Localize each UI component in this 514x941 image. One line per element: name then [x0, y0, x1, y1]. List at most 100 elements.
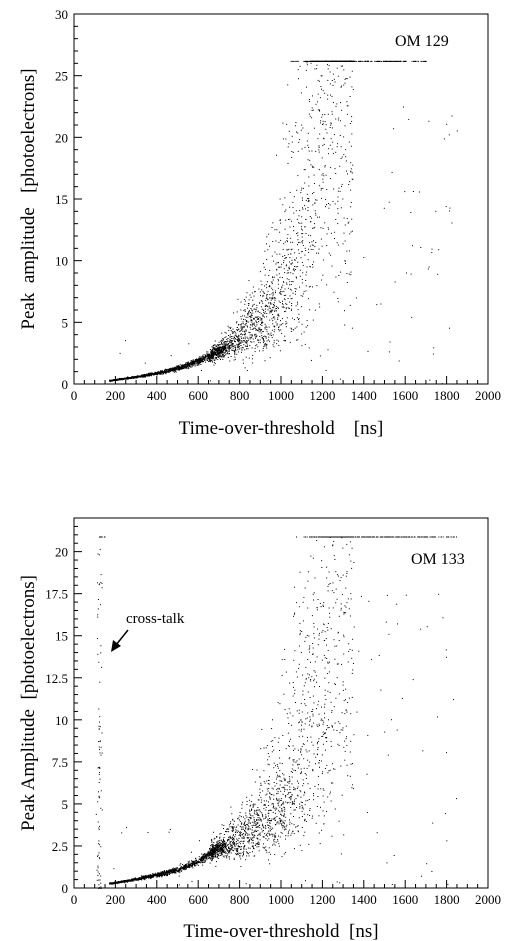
scatter-point — [230, 329, 232, 331]
scatter-point — [180, 866, 182, 868]
scatter-point — [228, 345, 230, 347]
scatter-point — [255, 320, 257, 322]
scatter-point — [314, 183, 315, 184]
scatter-point — [273, 325, 275, 327]
scatter-point — [350, 202, 352, 203]
scatter-point — [345, 60, 346, 62]
scatter-point — [352, 164, 354, 166]
scatter-point — [239, 324, 241, 326]
scatter-point — [321, 157, 323, 159]
scatter-point — [132, 376, 134, 378]
scatter-point — [294, 293, 296, 295]
scatter-point — [238, 336, 240, 338]
scatter-point — [337, 208, 339, 210]
scatter-point — [343, 69, 345, 71]
scatter-point — [247, 307, 249, 309]
scatter-point — [182, 368, 184, 369]
scatter-point — [128, 378, 130, 380]
scatter-point — [134, 375, 136, 377]
scatter-point — [170, 870, 172, 872]
scatter-point — [212, 355, 214, 357]
scatter-point — [293, 270, 295, 272]
scatter-point — [277, 278, 279, 280]
scatter-point — [173, 872, 175, 873]
scatter-point — [394, 281, 396, 283]
scatter-point — [327, 349, 329, 351]
scatter-point — [264, 268, 266, 270]
scatter-point — [234, 331, 236, 332]
scatter-point — [192, 867, 194, 869]
scatter-point — [151, 876, 153, 878]
scatter-point — [254, 327, 256, 329]
scatter-point — [251, 305, 253, 307]
scatter-point — [152, 373, 154, 375]
scatter-point — [320, 60, 322, 62]
scatter-point — [234, 332, 236, 334]
scatter-point — [221, 844, 223, 846]
scatter-point — [212, 350, 214, 352]
scatter-point — [232, 826, 234, 828]
scatter-point — [145, 876, 147, 878]
scatter-point — [134, 376, 136, 378]
scatter-point — [131, 880, 133, 882]
scatter-point — [172, 867, 174, 869]
scatter-point — [278, 266, 280, 268]
scatter-point — [126, 378, 128, 380]
scatter-point — [172, 872, 174, 874]
scatter-point — [344, 60, 346, 62]
scatter-point — [163, 870, 165, 872]
scatter-point — [221, 851, 223, 853]
scatter-point — [224, 346, 226, 348]
scatter-point — [266, 294, 268, 296]
scatter-point — [262, 331, 264, 332]
scatter-point — [141, 877, 143, 879]
scatter-point — [303, 813, 305, 815]
scatter-point — [187, 363, 189, 365]
scatter-point — [176, 870, 178, 872]
scatter-point — [202, 361, 204, 363]
scatter-point — [315, 199, 317, 201]
scatter-point — [207, 356, 209, 357]
scatter-point — [174, 368, 176, 370]
scatter-point — [295, 122, 297, 123]
scatter-point — [198, 362, 200, 364]
scatter-point — [384, 60, 386, 62]
scatter-point — [237, 347, 239, 349]
scatter-point — [218, 848, 220, 850]
scatter-point — [329, 144, 331, 146]
scatter-point — [329, 60, 331, 62]
scatter-point — [279, 231, 281, 233]
scatter-point — [119, 352, 121, 354]
scatter-point — [267, 309, 269, 311]
scatter-point — [402, 60, 404, 62]
scatter-point — [377, 60, 379, 62]
scatter-point — [244, 336, 246, 338]
scatter-point — [175, 868, 177, 870]
scatter-point — [268, 302, 270, 304]
scatter-point — [156, 373, 157, 375]
scatter-point — [327, 113, 329, 115]
scatter-point — [351, 172, 353, 174]
scatter-point — [166, 369, 168, 371]
scatter-point — [296, 339, 298, 341]
scatter-point — [225, 341, 227, 343]
scatter-point — [316, 199, 318, 201]
scatter-point — [301, 228, 302, 230]
scatter-point — [269, 310, 271, 312]
scatter-point — [310, 164, 312, 166]
scatter-point — [344, 125, 346, 127]
scatter-point — [288, 219, 289, 220]
scatter-point — [119, 378, 120, 380]
scatter-point — [298, 78, 299, 80]
scatter-point — [343, 60, 345, 62]
scatter-point — [255, 336, 257, 338]
scatter-point — [253, 323, 255, 325]
scatter-point — [305, 280, 307, 281]
scatter-point — [223, 850, 225, 852]
scatter-point — [273, 346, 275, 348]
scatter-point — [218, 348, 220, 350]
scatter-point — [287, 241, 288, 243]
scatter-point — [216, 345, 217, 347]
scatter-point — [122, 881, 124, 882]
scatter-point — [289, 301, 291, 303]
